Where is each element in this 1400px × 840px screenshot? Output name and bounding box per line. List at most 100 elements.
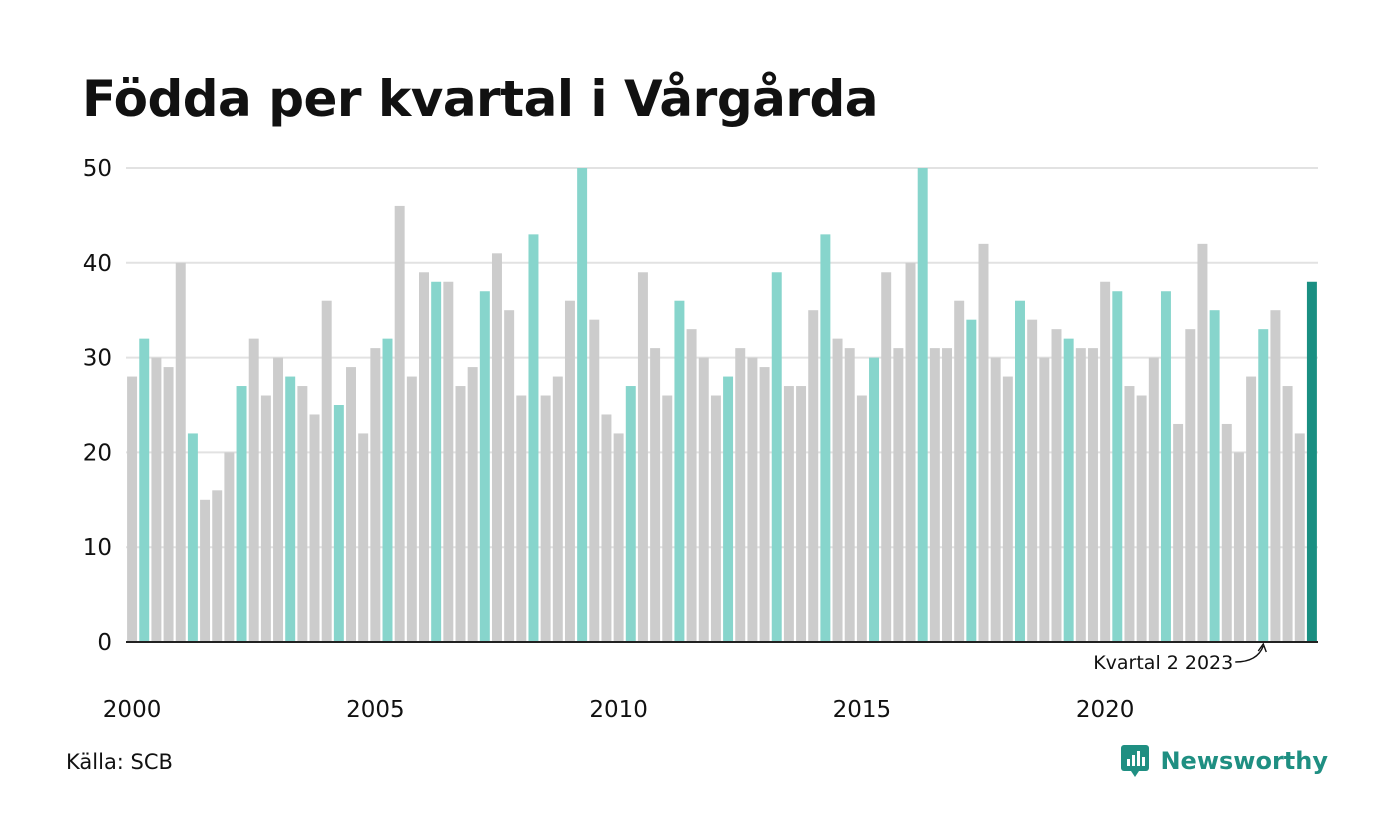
bar[interactable] bbox=[370, 348, 381, 642]
bar[interactable] bbox=[346, 367, 356, 642]
bar[interactable] bbox=[273, 357, 284, 642]
bar[interactable] bbox=[467, 367, 478, 642]
bar[interactable] bbox=[1027, 319, 1038, 642]
bar[interactable] bbox=[528, 234, 539, 643]
bar[interactable] bbox=[455, 386, 466, 642]
bar[interactable] bbox=[625, 386, 636, 642]
bar[interactable] bbox=[978, 243, 989, 642]
bar[interactable] bbox=[1209, 310, 1220, 642]
bar[interactable] bbox=[662, 395, 673, 642]
bar[interactable] bbox=[419, 272, 429, 642]
bar[interactable] bbox=[1233, 452, 1244, 642]
bar[interactable] bbox=[1051, 329, 1062, 642]
annotation-arrow bbox=[1235, 645, 1264, 663]
bar[interactable] bbox=[856, 395, 867, 642]
bar[interactable] bbox=[1039, 357, 1050, 642]
bar[interactable] bbox=[601, 414, 612, 642]
bar[interactable] bbox=[175, 262, 186, 642]
bar[interactable] bbox=[248, 338, 259, 642]
bar[interactable] bbox=[1124, 386, 1135, 642]
bar[interactable] bbox=[759, 367, 770, 642]
bar[interactable] bbox=[1112, 291, 1123, 642]
bar[interactable] bbox=[151, 357, 162, 642]
bar[interactable] bbox=[321, 300, 332, 642]
bar[interactable] bbox=[1075, 348, 1086, 642]
bar[interactable] bbox=[796, 386, 807, 642]
bar[interactable] bbox=[285, 376, 296, 642]
bar[interactable] bbox=[1100, 281, 1111, 642]
bar[interactable] bbox=[698, 357, 709, 642]
bar[interactable] bbox=[735, 348, 746, 642]
bar[interactable] bbox=[394, 205, 405, 643]
bar[interactable] bbox=[224, 452, 235, 642]
bar[interactable] bbox=[577, 168, 588, 642]
bar[interactable] bbox=[297, 386, 308, 642]
bar[interactable] bbox=[747, 357, 758, 642]
bar[interactable] bbox=[1221, 423, 1232, 642]
brand-logo[interactable]: Newsworthy bbox=[1120, 744, 1328, 778]
bar[interactable] bbox=[358, 433, 369, 642]
bar[interactable] bbox=[163, 367, 174, 642]
bar[interactable] bbox=[309, 414, 320, 642]
bar[interactable] bbox=[1282, 386, 1293, 642]
bar[interactable] bbox=[139, 338, 150, 642]
bar[interactable] bbox=[844, 348, 855, 642]
bar[interactable] bbox=[479, 291, 490, 642]
bar[interactable] bbox=[650, 348, 661, 642]
bar[interactable] bbox=[1002, 376, 1013, 642]
bar[interactable] bbox=[212, 490, 223, 642]
bar[interactable] bbox=[637, 272, 648, 642]
bar[interactable] bbox=[966, 319, 977, 642]
bar[interactable] bbox=[236, 386, 247, 642]
bar[interactable] bbox=[540, 395, 551, 642]
bar[interactable] bbox=[820, 234, 831, 643]
bar[interactable] bbox=[431, 281, 442, 642]
bar[interactable] bbox=[1136, 395, 1147, 642]
bar[interactable] bbox=[893, 348, 904, 642]
bar[interactable] bbox=[333, 405, 344, 642]
bar[interactable] bbox=[491, 253, 502, 642]
bar[interactable] bbox=[674, 300, 685, 642]
bar[interactable] bbox=[406, 376, 417, 642]
bar[interactable] bbox=[954, 300, 965, 642]
bar[interactable] bbox=[516, 395, 527, 642]
bar[interactable] bbox=[929, 348, 940, 642]
bar[interactable] bbox=[942, 348, 952, 642]
bar[interactable] bbox=[905, 262, 916, 642]
bar[interactable] bbox=[808, 310, 819, 642]
bar[interactable] bbox=[200, 499, 211, 642]
bar[interactable] bbox=[1185, 329, 1196, 642]
bar[interactable] bbox=[382, 338, 393, 642]
bar[interactable] bbox=[1294, 433, 1305, 642]
bar[interactable] bbox=[1063, 338, 1074, 642]
bar[interactable] bbox=[723, 376, 734, 642]
bar[interactable] bbox=[187, 433, 198, 642]
bar[interactable] bbox=[564, 300, 575, 642]
bar[interactable] bbox=[1160, 291, 1171, 642]
bar[interactable] bbox=[771, 272, 782, 642]
bar[interactable] bbox=[1173, 423, 1184, 642]
bar[interactable] bbox=[1015, 300, 1025, 642]
bar[interactable] bbox=[1246, 376, 1257, 642]
bar[interactable] bbox=[917, 168, 928, 642]
bar[interactable] bbox=[1270, 310, 1281, 642]
bar[interactable] bbox=[783, 386, 794, 642]
bar[interactable] bbox=[504, 310, 515, 642]
bar[interactable] bbox=[990, 357, 1001, 642]
bar[interactable] bbox=[1148, 357, 1159, 642]
bar[interactable] bbox=[613, 433, 624, 642]
bar[interactable] bbox=[1258, 329, 1269, 642]
bar[interactable] bbox=[832, 338, 843, 642]
bar[interactable] bbox=[710, 395, 721, 642]
bar[interactable] bbox=[260, 395, 271, 642]
bar[interactable] bbox=[881, 272, 892, 642]
bar[interactable] bbox=[443, 281, 454, 642]
bar[interactable] bbox=[589, 319, 600, 642]
bar[interactable] bbox=[1087, 348, 1098, 642]
bar[interactable] bbox=[552, 376, 563, 642]
bar[interactable] bbox=[1197, 243, 1208, 642]
bar[interactable] bbox=[127, 376, 138, 642]
bar[interactable] bbox=[686, 329, 697, 642]
bar[interactable] bbox=[1306, 281, 1317, 642]
bar[interactable] bbox=[869, 357, 880, 642]
